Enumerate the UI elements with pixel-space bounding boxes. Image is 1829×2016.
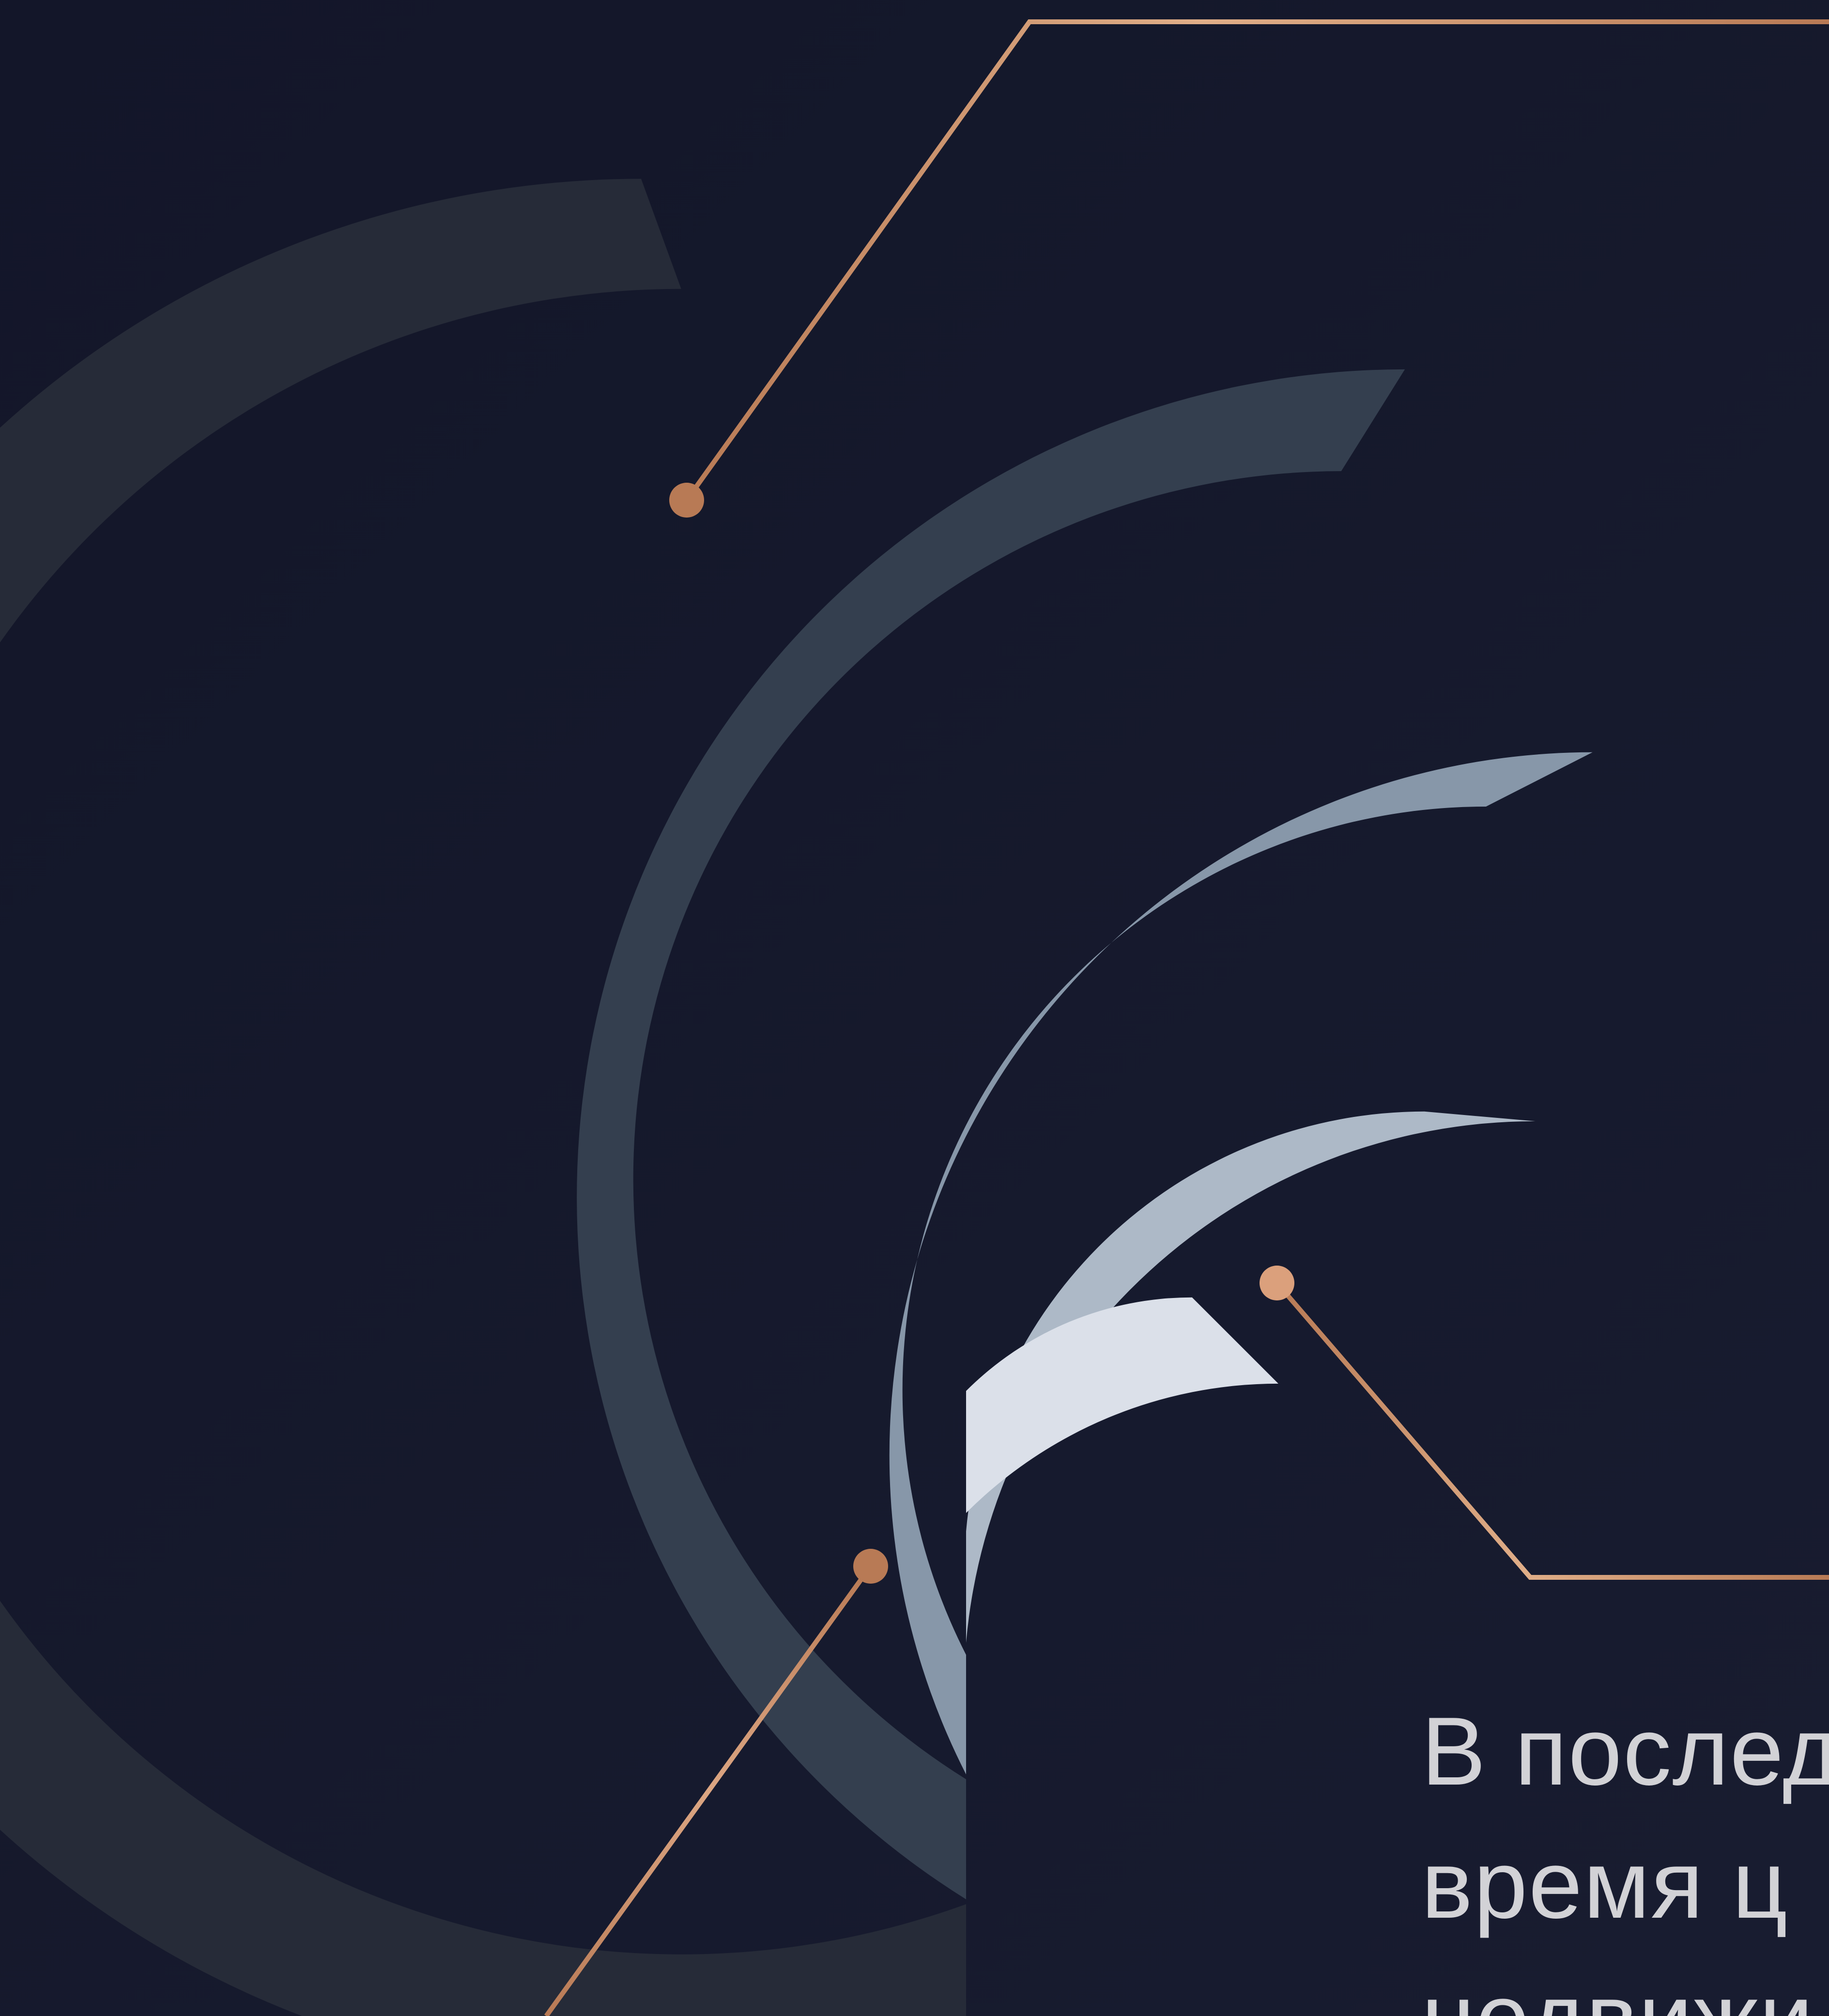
arc-band-3 [889,752,1593,1775]
arc-band-inner [966,1297,1278,1513]
caption-line-3: недвижи [1421,1951,1829,2016]
arc-band-2 [577,369,1405,1899]
arc-band-outer [0,179,966,2016]
marker-dot-bottom [853,1549,888,1584]
connector-line-right [1275,1281,1829,1580]
caption-line-2: время ц [1421,1831,1789,1939]
caption-text: В послед время ц недвижи [1421,1685,1829,2016]
connector-line-top [684,19,1829,502]
marker-dot-right [1260,1266,1294,1300]
arc-band-4 [966,1111,1536,1643]
connector-line-bottom [544,1565,873,2016]
caption-line-1: В послед [1421,1697,1829,1805]
marker-dot-top [669,483,704,518]
